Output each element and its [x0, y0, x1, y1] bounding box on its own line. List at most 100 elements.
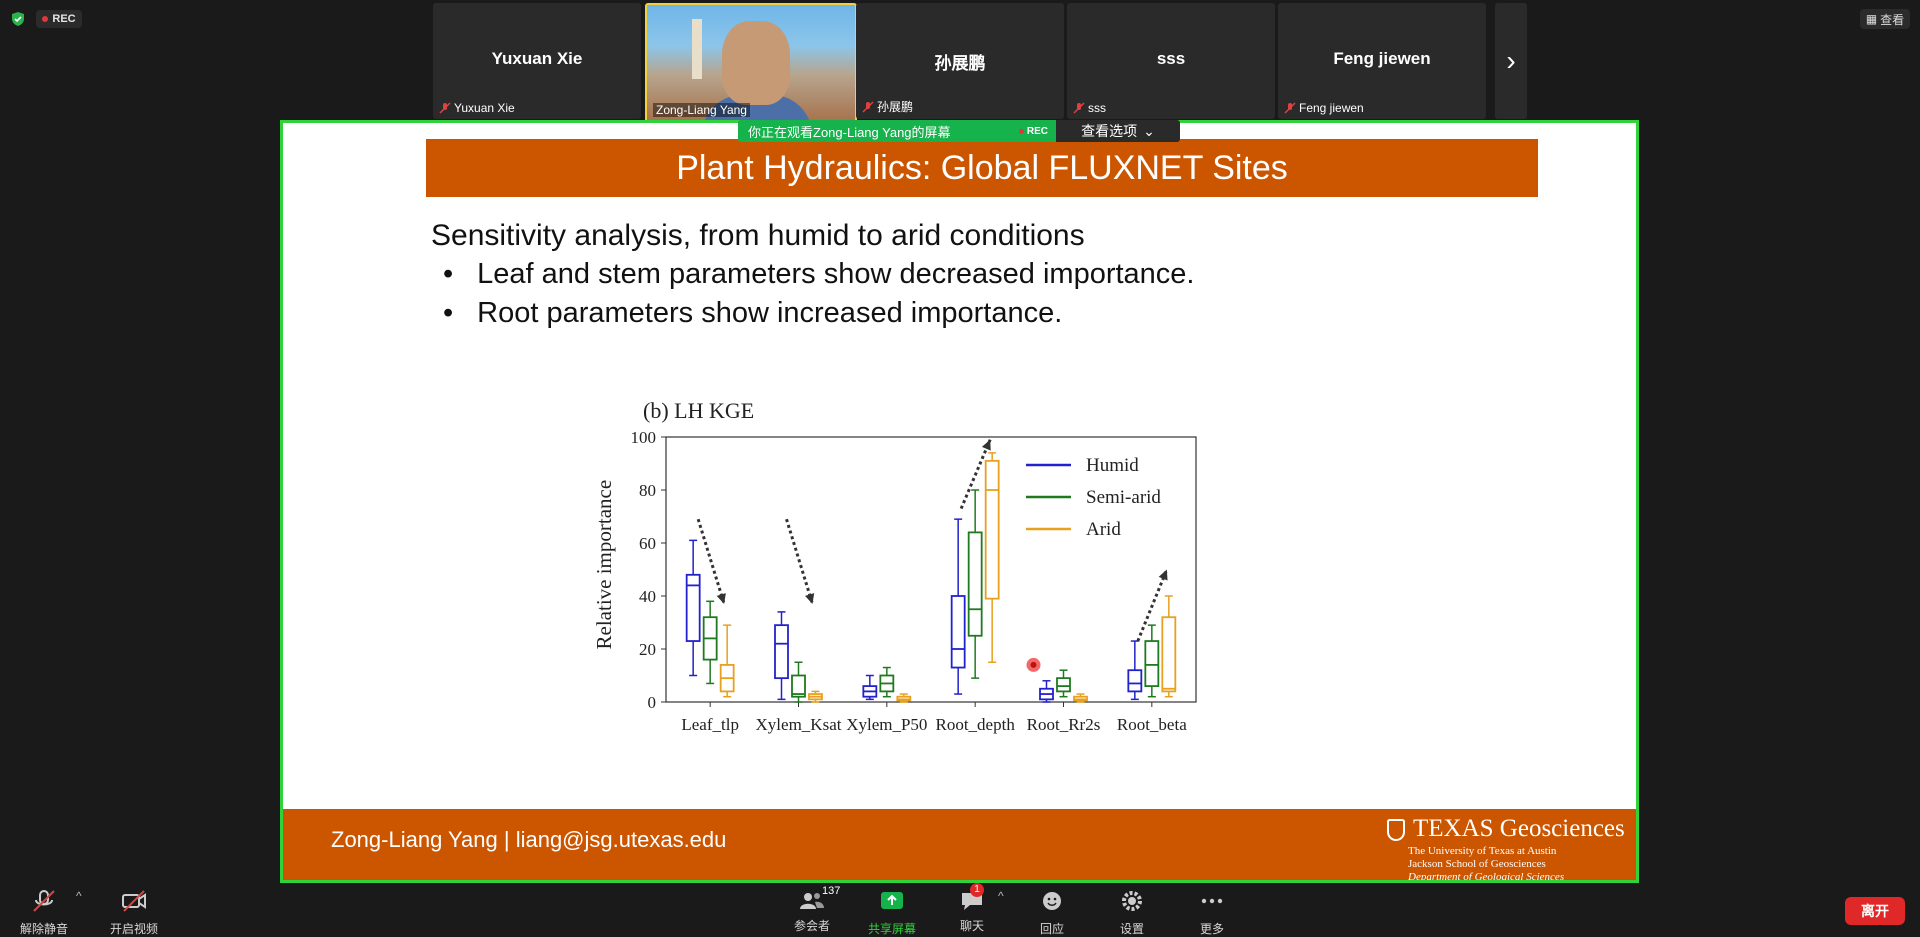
- audio-options-caret-icon[interactable]: ^: [76, 889, 82, 903]
- share-banner-text: 你正在观看Zong-Liang Yang的屏幕: [748, 124, 951, 140]
- slide-bullet: • Root parameters show increased importa…: [443, 297, 1062, 330]
- logo-line: Jackson School of Geosciences: [1408, 858, 1546, 870]
- participant-display-name: 孙展鹏: [934, 54, 986, 73]
- mic-muted-icon: [1073, 102, 1085, 114]
- y-axis-label: Relative importance: [592, 480, 616, 650]
- trend-arrow-head: [1158, 569, 1168, 581]
- more-dots-icon: [1201, 898, 1223, 904]
- x-tick-label: Leaf_tlp: [681, 715, 739, 734]
- mic-muted-icon: [33, 890, 55, 912]
- participant-display-name: sss: [1156, 49, 1186, 68]
- chat-icon: 1: [958, 883, 986, 913]
- participant-label: 孙展鹏: [877, 100, 914, 114]
- slide-title: Plant Hydraulics: Global FLUXNET Sites: [676, 148, 1288, 187]
- participant-tile-video[interactable]: Zong-Liang Yang: [645, 3, 857, 123]
- trend-arrow-line: [785, 518, 814, 605]
- logo-line: Department of Geological Sciences: [1408, 871, 1565, 883]
- bullet-dot-icon: •: [443, 297, 454, 329]
- participant-tile[interactable]: Yuxuan Xie Yuxuan Xie: [433, 3, 641, 119]
- bullet-text: Root parameters show increased importanc…: [477, 297, 1063, 329]
- box-iqr: [685, 573, 701, 642]
- footer-author-email: Zong-Liang Yang | liang@jsg.utexas.edu: [331, 827, 727, 852]
- participants-icon: 137: [798, 885, 840, 913]
- meeting-toolbar: 解除静音 ^ 开启视频 137 参会者 共享屏幕 1 聊天 ^ 回应 设置 更多…: [0, 883, 1920, 937]
- x-tick-label: Root_beta: [1117, 715, 1187, 734]
- texas-geosciences-logo: TEXAS Geosciences The University of Texa…: [1383, 815, 1633, 880]
- chat-label: 聊天: [959, 919, 984, 933]
- more-button[interactable]: 更多: [1176, 889, 1248, 937]
- participant-name-tag: Yuxuan Xie: [439, 101, 515, 115]
- participants-button[interactable]: 137 参会者: [776, 885, 848, 934]
- participant-tile[interactable]: Feng jiewen Feng jiewen: [1278, 3, 1486, 119]
- emoji-reaction-icon: [1043, 892, 1061, 910]
- bullet-text: Leaf and stem parameters show decreased …: [477, 258, 1195, 290]
- video-off-icon: [122, 890, 146, 912]
- slide-bullet: • Leaf and stem parameters show decrease…: [443, 258, 1194, 291]
- box-plot-chart: (b) LH KGE Relative importance 0 20 40 60 80…: [592, 398, 1197, 734]
- chat-button[interactable]: 1 聊天: [936, 883, 1008, 934]
- next-page-chevron-icon[interactable]: ›: [1495, 3, 1527, 119]
- x-tick-label: Root_depth: [935, 715, 1015, 734]
- share-recording-badge: REC: [1018, 126, 1048, 137]
- chevron-down-icon: ⌄: [1143, 122, 1155, 139]
- unmute-button[interactable]: 解除静音: [8, 889, 80, 937]
- x-tick-label: Xylem_P50: [846, 715, 927, 734]
- trend-arrow-line: [1136, 568, 1169, 642]
- screen-share-banner: 你正在观看Zong-Liang Yang的屏幕 REC: [738, 120, 1056, 142]
- slide-title-bar: Plant Hydraulics: Global FLUXNET Sites: [426, 139, 1538, 197]
- box-iqr: [1056, 677, 1071, 693]
- box-iqr: [774, 624, 789, 680]
- more-label: 更多: [1199, 922, 1224, 936]
- security-shield-icon[interactable]: [10, 11, 26, 27]
- participant-label: sss: [1088, 101, 1106, 115]
- slide-footer: Zong-Liang Yang | liang@jsg.utexas.edu T…: [283, 809, 1636, 880]
- x-tick-label: Xylem_Ksat: [756, 715, 842, 734]
- mic-muted-icon: [439, 102, 451, 114]
- view-label: 查看: [1880, 12, 1905, 27]
- box-iqr: [950, 595, 966, 669]
- participant-display-name: Feng jiewen: [1333, 49, 1431, 68]
- participant-tile[interactable]: sss sss: [1067, 3, 1275, 119]
- legend-label: Humid: [1086, 455, 1139, 476]
- y-tick-label: 20: [639, 640, 656, 659]
- slide-lead-text: Sensitivity analysis, from humid to arid…: [431, 219, 1085, 252]
- settings-button[interactable]: 设置: [1096, 889, 1168, 937]
- participant-display-name: Yuxuan Xie: [491, 49, 583, 68]
- participant-tile[interactable]: 孙展鹏 孙展鹏: [856, 3, 1064, 119]
- participant-name-tag: Feng jiewen: [1284, 101, 1364, 115]
- view-options-dropdown[interactable]: 查看选项 ⌄: [1056, 120, 1180, 142]
- participant-label: Zong-Liang Yang: [656, 103, 747, 117]
- view-options-label: 查看选项: [1081, 123, 1138, 139]
- participant-label: Yuxuan Xie: [454, 101, 515, 115]
- leave-meeting-button[interactable]: 离开: [1845, 897, 1905, 925]
- bullet-dot-icon: •: [443, 258, 454, 290]
- box-iqr: [1127, 669, 1143, 693]
- recording-badge[interactable]: REC: [36, 10, 82, 28]
- record-dot-icon: [1018, 128, 1024, 134]
- chat-options-caret-icon[interactable]: ^: [998, 889, 1004, 903]
- ut-seal-icon: [1387, 819, 1405, 841]
- reactions-button[interactable]: 回应: [1016, 889, 1088, 937]
- shared-screen[interactable]: Plant Hydraulics: Global FLUXNET Sites S…: [280, 120, 1639, 883]
- share-screen-icon: [881, 892, 903, 909]
- record-dot-icon: [42, 16, 49, 22]
- y-tick-label: 80: [639, 481, 656, 500]
- x-tick-label: Root_Rr2s: [1027, 715, 1101, 734]
- trend-arrow-head: [981, 439, 991, 451]
- box-iqr: [967, 531, 983, 637]
- trend-arrow-line: [959, 439, 992, 510]
- view-button[interactable]: ▦ 查看: [1860, 9, 1910, 29]
- box-iqr: [791, 674, 806, 698]
- plot-frame: [665, 436, 1197, 703]
- start-video-button[interactable]: 开启视频: [98, 889, 170, 937]
- mic-muted-icon: [862, 100, 874, 113]
- video-person-face: [722, 21, 790, 105]
- reactions-label: 回应: [1039, 922, 1064, 936]
- grid-view-icon: ▦: [1865, 12, 1878, 26]
- share-screen-button[interactable]: 共享屏幕: [856, 889, 928, 937]
- participants-label: 参会者: [793, 919, 830, 933]
- participant-name-tag: Zong-Liang Yang: [653, 103, 750, 117]
- background-tower: [692, 19, 702, 79]
- trend-arrow-head: [716, 593, 726, 604]
- settings-label: 设置: [1119, 922, 1144, 936]
